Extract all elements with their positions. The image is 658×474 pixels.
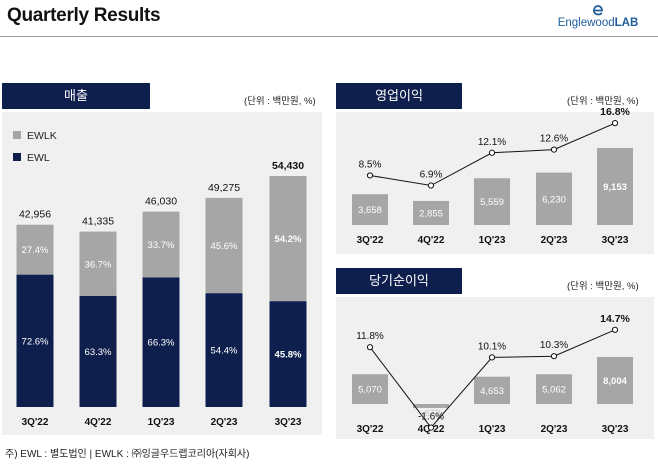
- net_profit-margin-point: [366, 344, 374, 351]
- net_profit-x-tick-label: 2Q'23: [541, 424, 568, 435]
- op_profit-margin-point: [488, 149, 496, 156]
- page-title: Quarterly Results: [7, 5, 161, 26]
- revenue-ewlk-share-label: 27.4%: [22, 245, 49, 256]
- net_profit-bar: [352, 374, 388, 404]
- op_profit-bar: [597, 148, 633, 225]
- net_profit-margin-point: [488, 354, 496, 361]
- op_profit-margin-point: [427, 182, 435, 189]
- net-profit-unit-label: (단위 : 백만원, %): [567, 281, 639, 292]
- legend-swatch-ewl: [13, 153, 21, 161]
- logo-text-bold: LAB: [614, 17, 639, 29]
- revenue-total-label: 42,956: [19, 209, 51, 221]
- net_profit-margin-label: 10.1%: [478, 341, 506, 352]
- net_profit-margin-point: [550, 353, 558, 360]
- footnote: 주) EWL : 별도법인 | EWLK : ㈜잉글우드랩코리아(자회사): [5, 449, 250, 460]
- revenue-ewlk-share-label: 45.6%: [211, 241, 238, 252]
- op_profit-bar-value-label: 5,559: [480, 197, 504, 208]
- logo-text-regular: Englewood: [557, 17, 615, 29]
- op_profit-bar-value-label: 3,658: [358, 205, 382, 216]
- net_profit-bar: [597, 357, 633, 404]
- net_profit-margin-label: 11.8%: [356, 331, 384, 342]
- op_profit-margin-label: 8.5%: [359, 159, 382, 170]
- revenue-unit-label: (단위 : 백만원, %): [244, 96, 316, 107]
- revenue-ewl-share-label: 66.3%: [148, 338, 175, 349]
- net_profit-margin-point: [611, 326, 619, 333]
- net_profit-bar-value-label: 8,004: [603, 376, 627, 387]
- net_profit-x-tick-label: 3Q'22: [357, 424, 384, 435]
- net_profit-bar-value-label: 5,070: [358, 385, 382, 396]
- net_profit-x-tick-label: 1Q'23: [479, 424, 506, 435]
- revenue-bar-ewlk: [16, 224, 54, 275]
- revenue-x-tick-label: 1Q'23: [148, 417, 175, 428]
- revenue-x-tick-label: 3Q'23: [275, 417, 302, 428]
- revenue-bar-ewlk: [142, 211, 180, 278]
- net_profit-bar: [413, 404, 449, 408]
- revenue-bar-ewl: [142, 277, 180, 407]
- revenue-bar-ewl: [16, 274, 54, 407]
- op_profit-x-tick-label: 2Q'23: [541, 235, 568, 246]
- op_profit-bar-value-label: 2,855: [419, 208, 443, 219]
- revenue-total-label: 46,030: [145, 196, 177, 208]
- revenue-ewl-share-label: 54.4%: [211, 346, 238, 357]
- op_profit-margin-point: [366, 172, 374, 179]
- op_profit-x-tick-label: 1Q'23: [479, 235, 506, 246]
- revenue-ewlk-share-label: 54.2%: [275, 234, 302, 245]
- op_profit-bar-value-label: 6,230: [542, 194, 566, 205]
- net_profit-margin-label: 10.3%: [540, 340, 568, 351]
- revenue-total-label: 41,335: [82, 216, 114, 228]
- op_profit-x-tick-label: 4Q'22: [418, 235, 445, 246]
- revenue-ewl-share-label: 45.8%: [275, 350, 302, 361]
- company-logo: EnglewoodLAB: [548, 3, 648, 35]
- revenue-total-label: 49,275: [208, 182, 240, 194]
- revenue-bar-ewlk: [269, 176, 307, 302]
- net_profit-bar-value-label: -672: [421, 408, 440, 419]
- logo-e-icon: [593, 5, 603, 16]
- revenue-bar-ewlk: [79, 231, 117, 296]
- legend-label-ewlk: EWLK: [27, 130, 57, 142]
- op_profit-x-tick-label: 3Q'23: [602, 235, 629, 246]
- revenue-ewl-share-label: 72.6%: [22, 336, 49, 347]
- revenue-x-tick-label: 2Q'23: [211, 417, 238, 428]
- revenue-ewl-share-label: 63.3%: [85, 347, 112, 358]
- op_profit-bar-value-label: 9,153: [603, 182, 627, 193]
- op_profit-margin-point: [550, 146, 558, 153]
- legend-swatch-ewlk: [13, 131, 21, 139]
- op_profit-bar: [413, 200, 449, 225]
- op_profit-bar: [536, 172, 572, 225]
- net_profit-margin-label: -1.6%: [418, 412, 444, 423]
- net_profit-bar: [536, 374, 572, 404]
- legend-label-ewl: EWL: [27, 152, 50, 164]
- revenue-bar-ewl: [269, 301, 307, 407]
- net_profit-bar-value-label: 5,062: [542, 385, 566, 396]
- revenue-panel-header: 매출: [2, 83, 150, 109]
- op_profit-bar: [352, 194, 388, 225]
- net_profit-bar-value-label: 4,653: [480, 386, 504, 397]
- net_profit-margin-label: 14.7%: [600, 313, 630, 325]
- revenue-ewlk-share-label: 36.7%: [85, 259, 112, 270]
- op_profit-x-tick-label: 3Q'22: [357, 235, 384, 246]
- op-profit-panel-header: 영업이익: [336, 83, 462, 109]
- net_profit-x-tick-label: 3Q'23: [602, 424, 629, 435]
- op_profit-margin-label: 12.6%: [540, 134, 568, 145]
- revenue-x-tick-label: 4Q'22: [85, 417, 112, 428]
- net_profit-margin-point: [427, 424, 435, 431]
- revenue-x-tick-label: 3Q'22: [22, 417, 49, 428]
- net_profit-bar: [474, 376, 510, 404]
- op_profit-margin-label: 12.1%: [478, 137, 506, 148]
- header-divider: [0, 36, 658, 37]
- op_profit-margin-label: 6.9%: [420, 170, 443, 181]
- revenue-ewlk-share-label: 33.7%: [148, 240, 175, 251]
- op_profit-margin-label: 16.8%: [600, 106, 630, 118]
- op_profit-bar: [474, 178, 510, 225]
- op_profit-margin-point: [611, 120, 619, 127]
- revenue-bar-ewl: [79, 295, 117, 407]
- net-profit-panel-header: 당기순이익: [336, 268, 462, 294]
- revenue-bar-ewlk: [205, 197, 243, 294]
- revenue-total-label: 54,430: [272, 160, 304, 172]
- op-profit-unit-label: (단위 : 백만원, %): [567, 96, 639, 107]
- revenue-bar-ewl: [205, 293, 243, 407]
